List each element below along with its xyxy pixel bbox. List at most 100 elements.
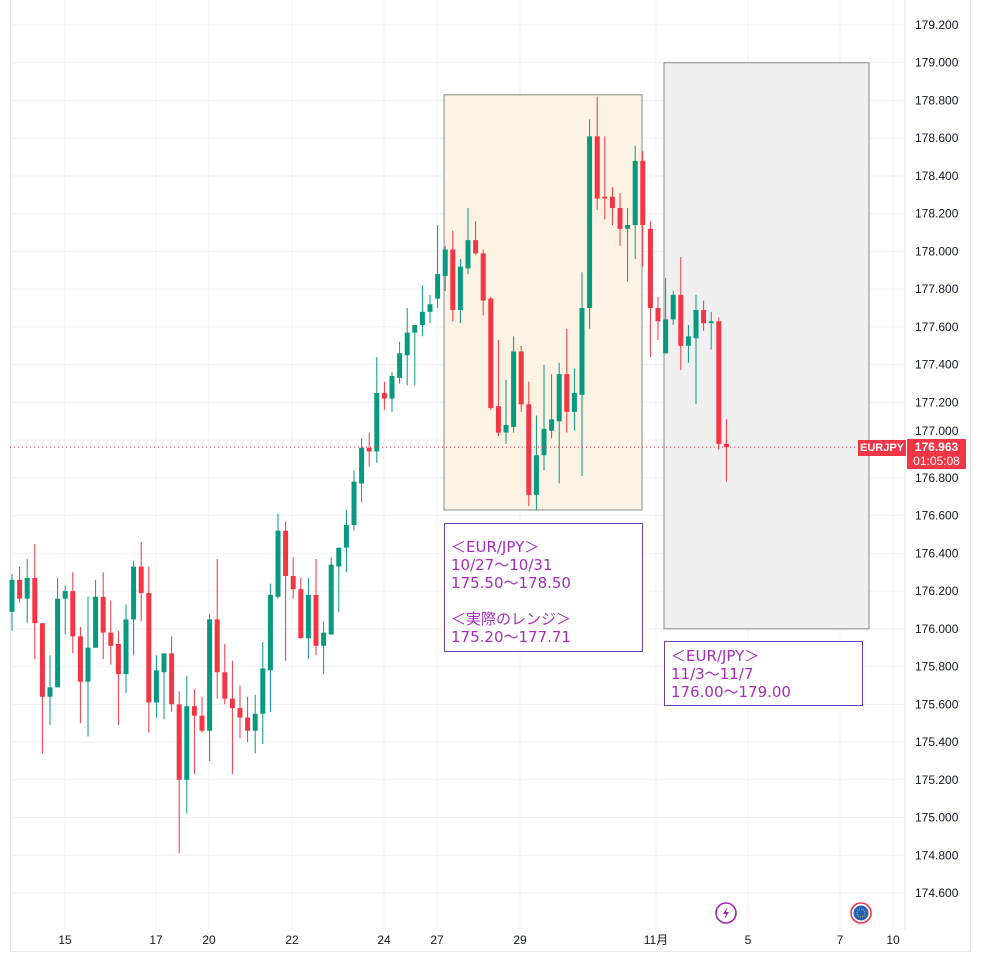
candle-body-down	[366, 447, 372, 452]
price-tick-label: 175.800	[915, 660, 959, 674]
time-tick-label: 15	[58, 933, 72, 947]
candle-body-up	[275, 530, 281, 597]
candle-body-up	[359, 447, 365, 484]
candle	[199, 696, 205, 733]
candle-body-down	[283, 530, 289, 577]
candle	[617, 192, 623, 246]
candle-body-up	[579, 308, 585, 395]
eu-flag-icon[interactable]	[850, 902, 872, 924]
candle-body-up	[24, 577, 30, 599]
candle-body-down	[290, 576, 296, 590]
candle	[549, 374, 555, 439]
candle	[419, 285, 425, 337]
price-tick-label: 179.000	[915, 56, 959, 70]
price-tick-label: 178.800	[915, 93, 959, 107]
candle-body-down	[450, 249, 456, 310]
candle	[465, 208, 471, 275]
candle	[389, 372, 395, 412]
candle	[207, 613, 213, 761]
price-tick-label: 177.800	[915, 282, 959, 296]
candle	[313, 559, 319, 656]
candle	[723, 419, 729, 482]
candle	[670, 291, 676, 326]
price-tick-label: 177.200	[915, 395, 959, 409]
candle-body-down	[146, 592, 152, 703]
candle-body-down	[70, 591, 76, 637]
note-line: ＜実際のレンジ＞	[451, 610, 572, 628]
candle-body-up	[541, 428, 547, 456]
candle	[115, 630, 121, 726]
candle-body-up	[267, 594, 273, 671]
candle	[169, 636, 175, 712]
time-tick-label: 5	[745, 933, 752, 947]
candle-body-up	[207, 619, 213, 731]
time-tick-label: 10	[886, 933, 900, 947]
candle-body-up	[9, 579, 15, 612]
candle-body-up	[161, 653, 167, 673]
candle	[184, 676, 190, 814]
candle	[138, 542, 144, 622]
time-tick-label: 7	[837, 933, 844, 947]
candle	[427, 294, 433, 324]
candle-countdown: 01:05:08	[913, 454, 960, 468]
candle	[708, 311, 714, 350]
time-axis: 15 17 20 22 24 27 29 11月 5 7 10	[58, 933, 900, 947]
candle	[503, 379, 509, 444]
price-axis: 179.200 179.000 178.800 178.600 178.400 178.2…	[915, 18, 959, 900]
candle	[716, 317, 722, 450]
candle-body-down	[488, 298, 494, 409]
candle	[701, 300, 707, 331]
price-tick-label: 175.600	[915, 697, 959, 711]
candle	[541, 364, 547, 471]
candle-body-down	[222, 672, 228, 699]
candle	[564, 328, 570, 433]
candle	[47, 655, 53, 726]
note-line: ＜EUR/JPY＞	[451, 538, 540, 556]
candle	[602, 136, 608, 220]
candle	[442, 245, 448, 292]
candle	[693, 294, 699, 405]
candle-body-up	[397, 353, 403, 378]
candle-body-up	[389, 375, 395, 399]
candle-body-down	[716, 321, 722, 444]
candle	[77, 626, 83, 724]
candle-body-down	[298, 589, 304, 639]
candle	[161, 653, 167, 720]
time-tick-label: 27	[430, 933, 444, 947]
candle	[526, 381, 532, 507]
candle	[351, 470, 357, 531]
candle	[131, 560, 137, 656]
candle	[495, 340, 501, 437]
candle-body-down	[229, 698, 235, 709]
candle-body-down	[617, 208, 623, 229]
candle-body-down	[214, 619, 220, 673]
price-tick-label: 177.000	[915, 424, 959, 438]
time-tick-label: 17	[149, 933, 163, 947]
candle-body-down	[594, 136, 600, 199]
candle-body-down	[199, 715, 205, 731]
candle	[625, 208, 631, 282]
candle	[511, 336, 517, 433]
candle-body-up	[435, 274, 441, 299]
candle-body-up	[465, 240, 471, 269]
candle-body-down	[723, 443, 729, 448]
time-tick-label: 22	[285, 933, 299, 947]
lightning-event-icon[interactable]	[715, 902, 737, 924]
candle-body-up	[131, 566, 137, 620]
candle	[404, 308, 410, 386]
time-tick-label: 29	[513, 933, 527, 947]
candle	[678, 257, 684, 371]
candle-body-up	[374, 392, 380, 452]
candle-body-down	[191, 706, 197, 716]
candle-body-down	[518, 351, 524, 405]
price-tick-label: 175.200	[915, 773, 959, 787]
price-tick-label: 176.200	[915, 584, 959, 598]
candle-body-down	[39, 623, 45, 697]
symbol-label: EURJPY	[858, 440, 906, 456]
note-line: 10/27〜10/31	[451, 556, 553, 574]
candle	[24, 559, 30, 624]
candle-body-up	[252, 713, 258, 731]
candle-body-down	[495, 406, 501, 433]
time-tick-label: 20	[202, 933, 216, 947]
